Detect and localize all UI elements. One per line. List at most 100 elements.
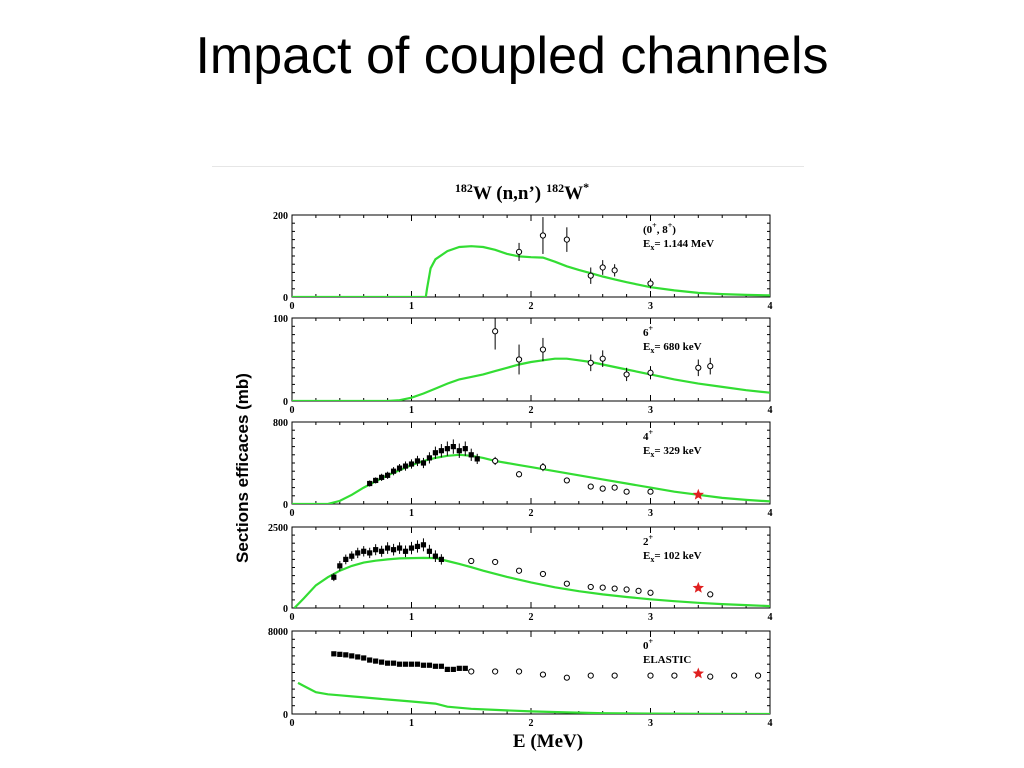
data-point-open (611, 484, 618, 491)
data-point-filled (331, 651, 337, 657)
energy-label-symbol: E (643, 445, 650, 457)
data-point-open (707, 673, 714, 680)
x-tick-label: 3 (648, 301, 653, 312)
data-point-open (539, 464, 547, 471)
state-label-part: + (649, 324, 654, 333)
data-point-open (587, 272, 594, 279)
x-tick-label: 0 (290, 405, 295, 416)
x-tick-label: 0 (290, 718, 295, 729)
y-tick-label: 0 (283, 397, 288, 408)
state-label-part: (0 (643, 224, 653, 236)
data-point-filled (408, 545, 415, 551)
data-point-filled (396, 545, 403, 551)
x-axis-label: E (MeV) (513, 731, 583, 752)
data-point-open (468, 668, 475, 675)
figure-title: 182W (n,n’) 182W* (455, 180, 589, 204)
state-label-part: 2 (643, 536, 649, 548)
y-tick-label: 100 (273, 314, 288, 325)
data-point-filled (402, 463, 409, 469)
x-tick-label: 4 (768, 301, 773, 312)
state-label-part: 0 (643, 640, 649, 652)
x-tick-label: 3 (648, 405, 653, 416)
data-point-open (515, 471, 523, 478)
x-tick-label: 3 (648, 612, 653, 623)
data-point-filled (414, 661, 421, 667)
x-tick-label: 0 (290, 301, 295, 312)
energy-label-symbol: E (643, 550, 650, 562)
data-point-filled (426, 548, 433, 554)
data-point-filled (373, 477, 379, 484)
panel-series (292, 318, 770, 401)
data-point-filled (408, 461, 415, 467)
data-point-filled (379, 474, 385, 480)
data-point-filled (438, 556, 444, 562)
energy-label-value: = 680 keV (654, 341, 701, 353)
data-point-filled (355, 550, 361, 556)
data-point-filled (343, 652, 349, 658)
data-point-filled (355, 654, 361, 660)
data-point-open (623, 371, 630, 378)
data-point-filled (367, 550, 373, 556)
model-curve (297, 681, 770, 714)
data-point-filled (414, 543, 421, 550)
x-tick-label: 3 (648, 718, 653, 729)
panel-state-label: 6+ (643, 324, 654, 339)
data-point-open (707, 591, 714, 598)
state-label-part: + (649, 637, 654, 646)
y-tick-label: 0 (283, 293, 288, 304)
x-tick-label: 2 (529, 405, 534, 416)
state-label-part: + (649, 533, 654, 542)
data-point-open (587, 359, 594, 366)
data-point-filled (385, 472, 391, 478)
state-label-part: 4 (643, 431, 649, 443)
data-point-open (468, 557, 475, 565)
energy-label-symbol: E (643, 341, 650, 353)
energy-label-value: = 102 keV (654, 550, 701, 562)
data-point-open (671, 672, 678, 679)
data-point-open (754, 672, 762, 679)
data-point-filled (396, 465, 403, 471)
x-tick-label: 4 (768, 508, 773, 519)
data-point-open (587, 483, 594, 490)
data-point-filled (385, 545, 391, 551)
y-tick-label: 200 (273, 211, 288, 222)
panel-series (292, 217, 770, 297)
panel-energy-label: ELASTIC (643, 654, 691, 666)
energy-label-subscript: x (650, 243, 654, 252)
data-point-filled (468, 452, 474, 458)
data-point-filled (331, 574, 337, 580)
panel-frame (291, 526, 771, 609)
data-point-open (563, 580, 570, 587)
data-point-open (539, 570, 547, 578)
data-point-filled (456, 665, 462, 671)
data-point-filled (379, 548, 385, 554)
panel-state-label: (0+, 8+) (643, 221, 676, 236)
y-tick-label: 0 (283, 710, 288, 721)
data-point-filled (390, 660, 397, 666)
x-tick-label: 4 (768, 718, 773, 729)
data-point-open (587, 583, 594, 591)
y-tick-label: 0 (283, 604, 288, 615)
data-point-open (623, 488, 630, 495)
panel-frame (291, 214, 771, 298)
x-tick-label: 1 (409, 301, 414, 312)
star-marker (692, 667, 704, 679)
x-tick-label: 0 (290, 612, 295, 623)
data-point-open (635, 587, 642, 594)
data-point-filled (343, 556, 349, 562)
x-tick-label: 1 (409, 612, 414, 623)
data-point-filled (361, 655, 367, 661)
y-tick-label: 8000 (268, 627, 288, 638)
panel-energy-label: Ex= 102 keV (643, 550, 702, 564)
data-point-filled (390, 468, 397, 474)
energy-label-subscript: x (650, 346, 654, 355)
data-point-open (623, 586, 630, 593)
data-point-open (539, 346, 547, 353)
data-point-open (599, 584, 606, 591)
data-point-filled (337, 651, 343, 657)
star-marker (692, 581, 704, 593)
panel-series (297, 651, 770, 714)
x-tick-label: 4 (768, 405, 773, 416)
